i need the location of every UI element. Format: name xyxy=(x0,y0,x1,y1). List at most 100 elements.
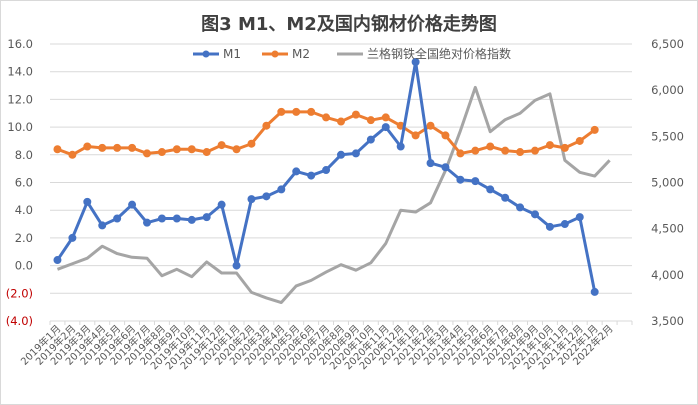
right-y-axis: 6,500 6,000 5,500 5,000 4,500 4,000 3,500 xyxy=(651,37,684,328)
data-point xyxy=(232,145,241,154)
data-point xyxy=(262,192,271,201)
data-point xyxy=(337,117,345,126)
y-tick-label-left: 4.0 xyxy=(15,203,33,217)
data-point xyxy=(501,146,510,155)
data-point xyxy=(157,148,166,157)
legend: M1 M2 兰格钢铁全国绝对价格指数 xyxy=(193,46,511,61)
y-tick-label-right: 6,000 xyxy=(651,83,684,97)
data-point xyxy=(128,200,137,209)
data-point xyxy=(292,107,301,116)
y-tick-label-left: 16.0 xyxy=(7,37,33,51)
y-tick-label-left: 8.0 xyxy=(15,148,33,162)
data-point xyxy=(143,218,151,227)
data-point xyxy=(307,107,316,116)
data-point xyxy=(53,145,62,154)
legend-marker xyxy=(271,50,279,58)
data-point xyxy=(590,125,599,134)
y-tick-label-right: 5,000 xyxy=(651,176,684,190)
data-point xyxy=(247,139,256,148)
data-point xyxy=(426,121,435,130)
legend-label: 兰格钢铁全国绝对价格指数 xyxy=(367,46,511,61)
data-point xyxy=(232,261,241,270)
y-tick-label-left: (2.0) xyxy=(6,286,33,300)
data-point xyxy=(172,145,181,154)
y-tick-label-right: 3,500 xyxy=(651,314,684,328)
data-point xyxy=(53,256,62,265)
y-tick-label-left: (4.0) xyxy=(6,314,33,328)
data-point xyxy=(486,142,495,151)
data-point xyxy=(531,210,539,219)
gridlines xyxy=(49,43,633,325)
y-tick-label-right: 6,500 xyxy=(651,37,684,51)
data-point xyxy=(351,149,360,158)
data-point xyxy=(366,135,375,144)
x-axis: 2019年1月2019年2月2019年3月2019年4月2019年5月2019年… xyxy=(18,322,616,372)
data-point xyxy=(545,141,554,150)
data-point xyxy=(516,148,525,157)
legend-marker xyxy=(202,50,210,58)
series-line-steel-index xyxy=(56,85,611,305)
data-point xyxy=(217,200,226,209)
data-point xyxy=(545,222,554,231)
y-tick-label-left: 0.0 xyxy=(15,259,33,273)
data-point xyxy=(113,214,122,223)
data-point xyxy=(501,193,510,202)
y-tick-label-left: 12.0 xyxy=(7,92,33,106)
data-point xyxy=(68,233,77,242)
data-point xyxy=(277,185,286,194)
data-point xyxy=(456,149,465,158)
data-point xyxy=(396,142,405,151)
data-point xyxy=(471,177,480,186)
chart-title: 图3 M1、M2及国内钢材价格走势图 xyxy=(201,14,497,35)
data-point xyxy=(337,150,345,159)
y-tick-label-right: 4,000 xyxy=(651,268,684,282)
data-point xyxy=(157,214,166,223)
legend-label: M1 xyxy=(223,47,241,61)
data-point xyxy=(83,142,92,151)
data-point xyxy=(187,215,196,224)
data-point xyxy=(426,159,435,168)
data-point xyxy=(307,171,316,180)
data-point xyxy=(381,123,390,132)
data-point xyxy=(202,213,211,222)
data-point xyxy=(516,203,525,212)
data-point xyxy=(172,214,181,223)
data-point xyxy=(98,221,107,230)
data-point xyxy=(187,145,196,154)
y-tick-label-left: 14.0 xyxy=(7,65,33,79)
data-point xyxy=(128,143,137,152)
data-point xyxy=(113,143,122,152)
y-tick-label-right: 5,500 xyxy=(651,129,684,143)
data-point xyxy=(351,110,360,119)
y-tick-label-left: 2.0 xyxy=(15,231,33,245)
data-point xyxy=(560,220,569,229)
data-point xyxy=(486,185,495,194)
data-point xyxy=(98,143,107,152)
data-point xyxy=(471,146,480,155)
data-point xyxy=(143,149,151,158)
data-point xyxy=(575,136,584,145)
y-tick-label-left: 6.0 xyxy=(15,176,33,190)
data-point xyxy=(68,150,77,159)
legend-label: M2 xyxy=(292,47,310,61)
data-point xyxy=(262,121,271,130)
data-point xyxy=(217,141,226,150)
data-point xyxy=(411,131,420,140)
data-point xyxy=(456,175,465,184)
data-point xyxy=(322,113,331,122)
data-point xyxy=(441,131,450,140)
data-point xyxy=(560,143,569,152)
series-group xyxy=(53,58,611,305)
data-point xyxy=(575,213,584,222)
data-point xyxy=(277,107,286,116)
data-point xyxy=(292,167,301,176)
data-point xyxy=(381,113,390,122)
data-point xyxy=(531,146,539,155)
data-point xyxy=(322,166,331,175)
y-tick-label-left: 10.0 xyxy=(7,120,33,134)
data-point xyxy=(247,195,256,204)
data-point xyxy=(83,197,92,206)
data-point xyxy=(366,116,375,125)
